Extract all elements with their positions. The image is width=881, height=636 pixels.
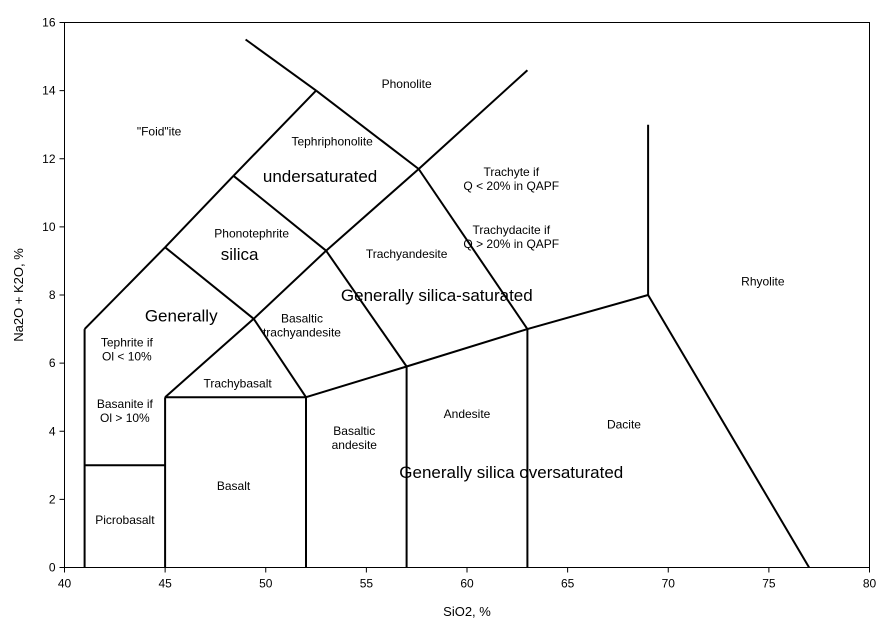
boundary-tephrite-trachybasalt xyxy=(164,246,255,320)
field-label-basaltic-trachyandesite: Basaltic trachyandesite xyxy=(263,312,341,340)
boundary-trachyandesite-upper xyxy=(325,168,420,252)
y-tick-label: 10 xyxy=(42,220,56,234)
x-tick-label: 50 xyxy=(259,577,273,591)
annotation-silica: silica xyxy=(221,245,259,264)
field-label-trachybasalt: Trachybasalt xyxy=(203,377,272,391)
boundary-phonotephrite-lower xyxy=(253,249,327,320)
field-label-basalt: Basalt xyxy=(217,479,251,493)
field-label-phonotephrite: Phonotephrite xyxy=(214,227,289,241)
field-label-tephrite: Tephrite if Ol < 10% xyxy=(101,336,154,364)
y-axis-title: Na2O + K2O, % xyxy=(11,248,26,342)
field-label-basaltic-andesite: Basaltic andesite xyxy=(332,424,378,452)
x-tick-label: 60 xyxy=(460,577,474,591)
y-tick-label: 2 xyxy=(49,492,56,506)
y-tick-label: 14 xyxy=(42,84,56,98)
x-tick-label: 40 xyxy=(58,577,72,591)
field-label-trachyte: Trachyte if Q < 20% in QAPF xyxy=(463,165,559,193)
x-tick-label: 55 xyxy=(360,577,374,591)
boundary-trachybasalt-left xyxy=(164,318,255,398)
field-label-trachydacite: Trachydacite if Q > 20% in QAPF xyxy=(463,223,559,251)
boundary-trachybasalt-right xyxy=(252,318,307,398)
x-tick-label: 80 xyxy=(863,577,877,591)
axis-ticks: 40 45 50 55 60 65 70 75 80 0 2 4 6 8 10 12 14 16 xyxy=(42,16,876,591)
y-tick-label: 16 xyxy=(42,16,56,30)
x-tick-label: 45 xyxy=(158,577,172,591)
boundary-trachyte-left-extension xyxy=(418,69,529,170)
annotation-undersaturated: undersaturated xyxy=(263,167,377,186)
y-tick-label: 4 xyxy=(49,424,56,438)
boundary-phonotephrite-upper xyxy=(164,175,235,248)
field-label-basanite: Basanite if Ol > 10% xyxy=(97,397,154,425)
field-label-dacite: Dacite xyxy=(607,417,641,431)
x-tick-label: 65 xyxy=(561,577,575,591)
boundary-trachyandesite-right xyxy=(417,168,529,330)
boundary-basaltic-trachyandesite-right xyxy=(325,250,408,368)
annotation-silica-saturated: Generally silica-saturated xyxy=(341,286,533,305)
boundary-phonotephrite-right xyxy=(232,175,327,252)
boundary-tephrite-top xyxy=(83,246,166,330)
y-tick-label: 12 xyxy=(42,152,56,166)
field-label-tephriphonolite: Tephriphonolite xyxy=(291,135,373,149)
x-tick-label: 75 xyxy=(762,577,776,591)
annotations: undersaturated silica Generally Generally s… xyxy=(145,167,623,482)
x-axis-title: SiO2, % xyxy=(443,604,491,619)
boundary-dacite-rhyolite xyxy=(647,294,810,569)
field-label-foidite: "Foid"ite xyxy=(137,125,182,139)
field-labels: Phonolite "Foid"ite Tephriphonolite Trachyt… xyxy=(95,77,785,527)
annotation-generally: Generally xyxy=(145,306,218,325)
y-tick-label: 6 xyxy=(49,356,56,370)
x-tick-label: 70 xyxy=(662,577,676,591)
field-label-phonolite: Phonolite xyxy=(382,77,432,91)
y-tick-label: 0 xyxy=(49,561,56,575)
field-label-andesite: Andesite xyxy=(444,407,491,421)
field-label-picrobasalt: Picrobasalt xyxy=(95,513,155,527)
boundary-tephriphonolite-right xyxy=(315,89,420,170)
field-boundaries xyxy=(83,38,810,569)
y-tick-label: 8 xyxy=(49,288,56,302)
field-label-trachyandesite: Trachyandesite xyxy=(366,247,448,261)
field-label-rhyolite: Rhyolite xyxy=(741,274,785,288)
boundary-saturation-line xyxy=(305,294,649,399)
boundary-phonolite-top xyxy=(245,38,317,92)
annotation-silica-oversaturated: Generally silica oversaturated xyxy=(399,463,623,482)
boundary-tephriphonolite-left xyxy=(232,89,317,177)
